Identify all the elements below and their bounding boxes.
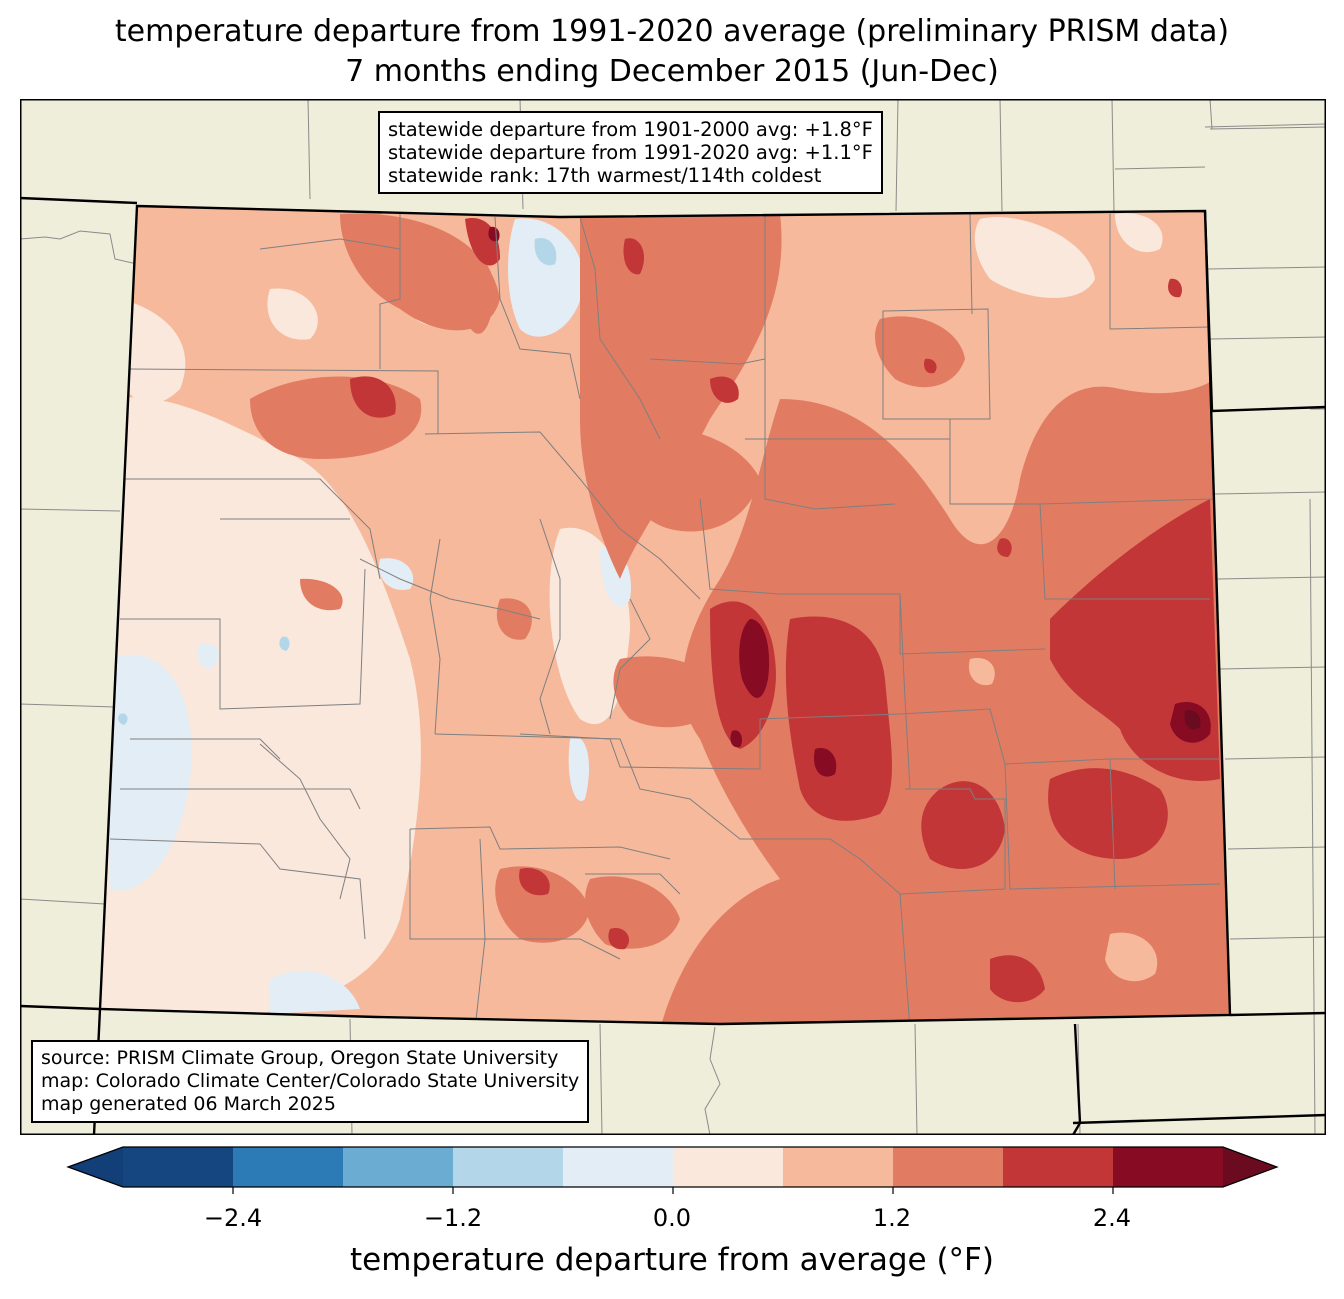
colorado-temperature-map [20, 99, 1326, 1135]
colorbar-bins [66, 1146, 1279, 1188]
colorbar-outline [66, 1146, 1279, 1188]
colorbar-bin [673, 1147, 784, 1187]
stat-rank: statewide rank: 17th warmest/114th colde… [388, 164, 822, 187]
stat-departure-1991-2020: statewide departure from 1991-2020 avg: … [388, 141, 873, 164]
colorbar-bin [783, 1147, 894, 1187]
colorbar-bin [563, 1147, 674, 1187]
colorado-state-border [98, 204, 1232, 1026]
map-title-line1: temperature departure from 1991-2020 ave… [114, 14, 1230, 49]
colorbar-tick-label: 2.4 [1092, 1204, 1132, 1232]
credit-source: source: PRISM Climate Group, Oregon Stat… [41, 1047, 559, 1069]
colorbar-bin [893, 1147, 1004, 1187]
colorbar-bin [233, 1147, 344, 1187]
colorbar-bin [123, 1147, 234, 1187]
colorbar-tick-label: −2.4 [203, 1204, 263, 1232]
colorbar-extend-high [1223, 1147, 1277, 1187]
county-lines [109, 213, 1221, 1024]
colorbar-bin [1113, 1147, 1224, 1187]
credits-box: source: PRISM Climate Group, Oregon Stat… [31, 1040, 590, 1123]
stat-departure-1901-2000: statewide departure from 1901-2000 avg: … [388, 118, 873, 141]
colorbar-bin [1003, 1147, 1114, 1187]
colorbar-bin [453, 1147, 564, 1187]
credit-map: map: Colorado Climate Center/Colorado St… [41, 1070, 580, 1092]
colorbar-bin [343, 1147, 454, 1187]
map-frame [20, 99, 1326, 1135]
colorbar-tick-label: −1.2 [423, 1204, 483, 1232]
colorbar-tick-label: 1.2 [872, 1204, 912, 1232]
colorbar-tick-label: 0.0 [652, 1204, 692, 1232]
colorbar-ticks [232, 1187, 1114, 1194]
temperature-contours [100, 206, 1230, 1024]
colorbar-label: temperature departure from average (°F) [350, 1242, 994, 1278]
statewide-stats-box: statewide departure from 1901-2000 avg: … [378, 111, 883, 194]
colorbar [66, 1146, 1279, 1194]
colorbar-extend-low [68, 1147, 123, 1187]
map-title-line2: 7 months ending December 2015 (Jun-Dec) [345, 54, 999, 89]
credit-generated: map generated 06 March 2025 [41, 1093, 336, 1115]
